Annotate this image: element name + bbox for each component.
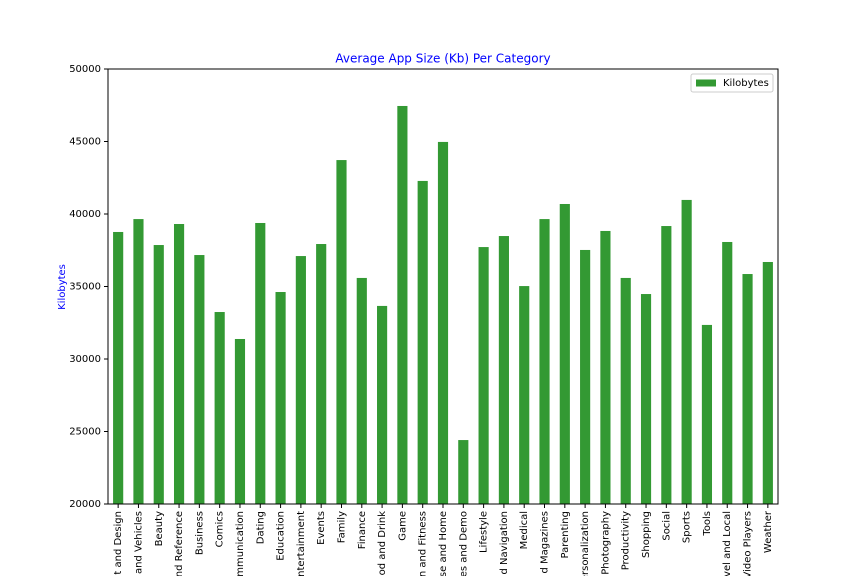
- bar: [417, 180, 428, 504]
- bar: [701, 324, 713, 504]
- bar: [295, 256, 306, 504]
- bar: [377, 305, 388, 504]
- x-tick-label: Family: [336, 511, 347, 543]
- x-tick-label: se and Home: [438, 511, 449, 576]
- x-tick-label: od and Drink: [377, 511, 388, 576]
- x-tick-label: Weather: [763, 510, 774, 553]
- chart-title: Average App Size (Kb) Per Category: [335, 52, 550, 66]
- x-tick-label: Game: [397, 511, 408, 541]
- x-tick-label: Sports: [682, 511, 693, 543]
- x-tick-label: vel and Local: [722, 511, 733, 576]
- x-tick-label: ntertainment: [296, 511, 307, 576]
- x-tick-label: Tools: [702, 511, 713, 537]
- x-tick-label: Finance: [357, 511, 368, 549]
- x-tick-label: es and Demo: [458, 511, 469, 576]
- x-tick-label: Medical: [519, 511, 530, 549]
- x-tick-label: t and Design: [113, 511, 124, 575]
- bar: [498, 236, 509, 505]
- x-tick-label: mmunication: [235, 511, 246, 576]
- x-tick-label: ersonalization: [580, 511, 591, 576]
- bar: [458, 440, 469, 504]
- legend-swatch: [696, 79, 716, 87]
- bar: [437, 141, 449, 504]
- x-tick-label: Social: [661, 511, 672, 541]
- bar: [742, 274, 753, 504]
- x-tick-label: d Magazines: [540, 511, 551, 574]
- bar: [173, 224, 185, 504]
- x-tick-label: Events: [316, 511, 327, 545]
- bar: [275, 292, 286, 504]
- y-axis-label: Kilobytes: [57, 264, 68, 310]
- y-tick-label: 20000: [69, 499, 101, 510]
- bar: [214, 312, 225, 504]
- bar: [194, 255, 205, 504]
- bar: [519, 286, 530, 504]
- x-tick-label: n and Fitness: [418, 511, 429, 576]
- x-tick-label: and Vehicles: [133, 511, 144, 574]
- bar: [539, 219, 550, 504]
- bar: [600, 230, 611, 504]
- bar: [559, 203, 570, 504]
- bar: [336, 160, 347, 504]
- x-tick-label: d Navigation: [499, 511, 510, 574]
- x-tick-label: Beauty: [154, 511, 165, 546]
- legend-label: Kilobytes: [723, 78, 769, 89]
- y-tick-label: 50000: [69, 64, 101, 75]
- bar: [234, 338, 246, 504]
- legend-box: [690, 73, 774, 93]
- bar: [356, 277, 367, 504]
- x-tick-label: Parenting: [560, 511, 571, 558]
- bar: [316, 244, 327, 504]
- bar: [620, 277, 631, 504]
- x-tick-label: Productivity: [621, 511, 632, 570]
- x-tick-label: Education: [276, 511, 287, 561]
- plot-frame: [107, 68, 779, 505]
- y-tick-label: 35000: [69, 282, 101, 293]
- bar: [133, 219, 144, 504]
- bar: [478, 247, 489, 504]
- bar: [661, 226, 672, 504]
- bar: [153, 245, 164, 504]
- y-tick-label: 45000: [69, 137, 101, 148]
- bar: [722, 241, 733, 505]
- x-tick-label: Shopping: [641, 511, 652, 558]
- x-tick-label: Business: [194, 511, 205, 555]
- bar: [255, 222, 266, 505]
- x-tick-label: Lifestyle: [479, 511, 490, 553]
- x-tick-label: Photography: [600, 511, 611, 575]
- bar: [113, 231, 124, 505]
- y-tick-label: 25000: [69, 427, 101, 438]
- y-tick-label: 30000: [69, 354, 101, 365]
- x-tick-label: Dating: [255, 511, 266, 544]
- y-tick-label: 40000: [69, 209, 101, 220]
- x-tick-label: Video Players: [743, 511, 754, 576]
- bar: [397, 105, 408, 504]
- x-tick-label: nd Reference: [174, 511, 185, 576]
- bar: [681, 199, 692, 504]
- bar: [762, 261, 773, 504]
- x-tick-label: Comics: [215, 511, 226, 547]
- bar: [640, 294, 652, 504]
- bar: [580, 249, 591, 504]
